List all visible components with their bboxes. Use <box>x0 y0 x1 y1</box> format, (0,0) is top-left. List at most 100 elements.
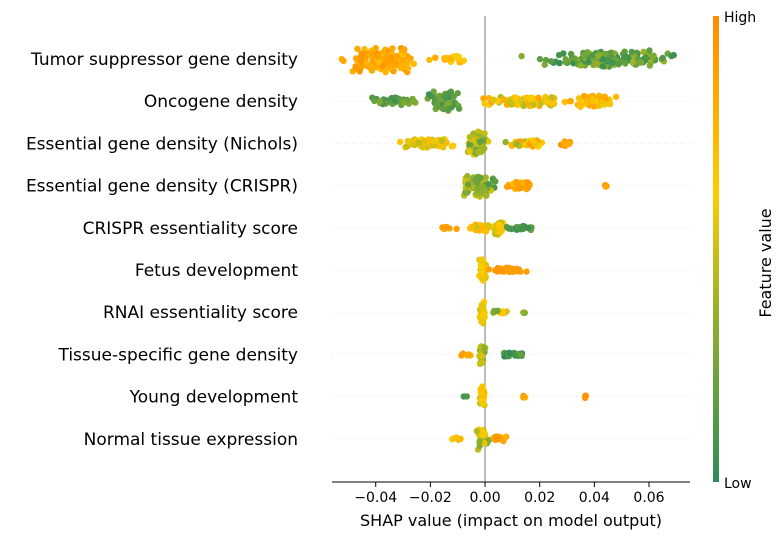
shap-point <box>387 54 394 61</box>
shap-point <box>481 186 489 194</box>
shap-point <box>622 53 630 60</box>
shap-point <box>496 225 503 233</box>
shap-point <box>599 94 606 101</box>
x-axis-ticks: −0.04 −0.02 0.00 0.02 0.04 0.06 <box>354 482 665 506</box>
shap-point <box>575 95 583 102</box>
shap-point <box>480 400 487 407</box>
shap-point <box>517 226 524 233</box>
shap-point <box>475 190 482 197</box>
shap-point <box>513 178 520 186</box>
shap-point <box>529 137 537 144</box>
shap-point <box>577 62 584 69</box>
feature-label: Fetus development <box>135 261 298 281</box>
shap-point <box>521 394 529 401</box>
shap-point <box>595 52 602 60</box>
shap-point <box>622 60 629 67</box>
shap-point <box>425 91 433 98</box>
shap-point <box>585 58 592 66</box>
shap-point <box>516 97 523 104</box>
shap-point <box>482 227 489 235</box>
shap-point <box>561 140 568 147</box>
shap-point <box>433 103 441 110</box>
shap-point <box>646 47 653 54</box>
shap-point <box>496 265 504 273</box>
shap-point <box>391 97 399 105</box>
shap-point <box>513 140 520 148</box>
shap-point <box>466 133 473 141</box>
x-tick-label: −0.04 <box>354 490 397 506</box>
shap-point <box>478 358 486 365</box>
shap-point <box>352 63 359 70</box>
shap-point <box>466 141 474 148</box>
shap-point <box>561 98 568 106</box>
shap-point <box>521 141 528 148</box>
shap-point <box>450 142 457 149</box>
x-tick-label: 0.04 <box>579 490 610 506</box>
row-gridlines <box>332 58 690 440</box>
shap-point <box>505 264 513 271</box>
feature-labels: Tumor suppressor gene density Oncogene de… <box>26 50 298 450</box>
shap-point <box>374 54 382 61</box>
shap-point <box>499 96 507 104</box>
shap-point <box>508 225 515 233</box>
shap-point <box>536 55 544 63</box>
shap-point <box>556 59 563 67</box>
shap-point <box>555 51 563 59</box>
shap-point <box>503 433 510 440</box>
shap-point <box>340 57 347 65</box>
shap-point <box>478 262 485 270</box>
shap-point <box>371 97 378 105</box>
colorbar <box>713 16 719 482</box>
shap-point <box>590 61 597 69</box>
shap-point <box>445 99 452 107</box>
shap-point <box>481 344 488 351</box>
shap-point <box>520 102 527 110</box>
shap-point <box>477 174 484 181</box>
colorbar-high-label: High <box>724 10 756 26</box>
shap-point <box>479 389 486 396</box>
shap-point <box>511 349 518 357</box>
shap-point <box>535 94 542 101</box>
shap-point <box>485 94 493 102</box>
shap-point <box>465 181 472 188</box>
shap-point <box>360 50 367 57</box>
shap-point <box>506 98 513 105</box>
shap-point <box>473 427 480 435</box>
feature-label: Essential gene density (Nichols) <box>26 134 298 154</box>
shap-point <box>523 268 530 275</box>
shap-point <box>485 138 492 145</box>
shap-point <box>467 224 475 232</box>
shap-point <box>439 224 446 231</box>
shap-point <box>582 392 589 399</box>
shap-point <box>474 223 481 231</box>
shap-point <box>517 184 524 191</box>
shap-point <box>543 98 550 106</box>
x-tick-label: 0.02 <box>524 490 555 506</box>
shap-point <box>479 311 487 318</box>
shap-point <box>460 57 468 64</box>
shap-point <box>445 90 452 97</box>
shap-point <box>466 148 473 155</box>
shap-point <box>367 62 375 70</box>
shap-point <box>602 50 609 58</box>
shap-point <box>612 93 620 101</box>
shap-point <box>354 45 361 52</box>
x-tick-label: 0.06 <box>633 490 664 506</box>
shap-point <box>372 44 379 52</box>
shap-point <box>599 63 607 70</box>
shap-point <box>462 189 469 196</box>
shap-point <box>475 148 483 155</box>
shap-point <box>400 47 407 54</box>
shap-point <box>530 101 537 108</box>
shap-point <box>493 433 500 440</box>
shap-point <box>432 54 439 61</box>
shap-point <box>607 50 614 57</box>
shap-point <box>567 50 575 58</box>
shap-point <box>453 434 460 441</box>
shap-point <box>536 100 544 108</box>
shap-point <box>479 432 486 439</box>
shap-points <box>338 44 677 453</box>
shap-point <box>517 351 524 358</box>
shap-point <box>584 98 591 106</box>
shap-point <box>628 48 635 56</box>
